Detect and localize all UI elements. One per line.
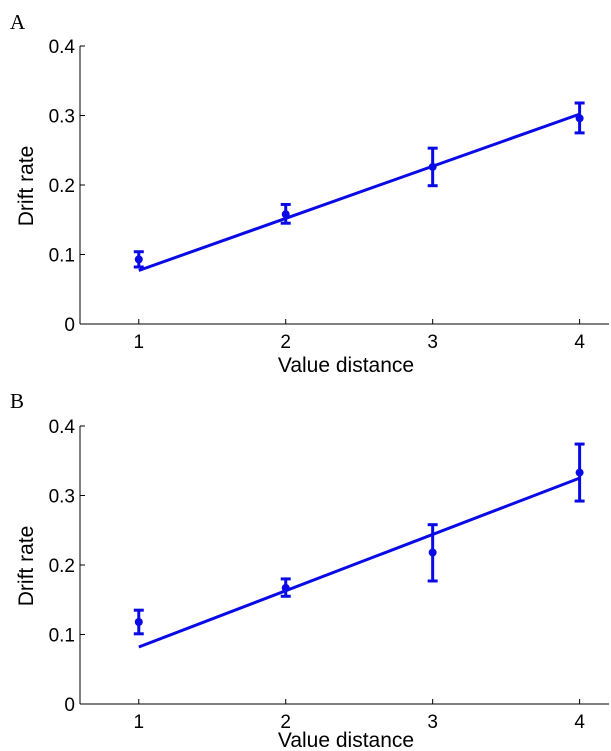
panel-b-y-tick-label-4: 0.4 — [49, 417, 76, 438]
panel-b-data-point-2 — [428, 548, 437, 557]
panel-b-y-tick-label-1: 0.1 — [49, 626, 75, 647]
panel-a-x-tick-label-3: 4 — [574, 332, 585, 353]
panel-a-x-tick-label-2: 3 — [427, 332, 438, 353]
panel-b-data-point-3 — [575, 468, 584, 477]
panel-b-label: B — [10, 389, 24, 413]
panel-b-x-tick-label-3: 4 — [574, 712, 585, 733]
panel-a-y-tick-label-4: 0.4 — [49, 37, 76, 58]
panel-b-y-tick-label-0: 0 — [64, 695, 75, 716]
panel-a-x-tick-label-0: 1 — [133, 332, 144, 353]
panel-a-data-point-2 — [428, 162, 437, 171]
panel-a-data-point-0 — [134, 255, 143, 264]
panel-a-series — [133, 101, 585, 272]
panel-b-x-tick-label-1: 2 — [280, 712, 291, 733]
panel-b-ticks: 1 2 3 4 0 0.1 0.2 0.3 0.4 — [49, 417, 586, 733]
panel-a-y-tick-label-2: 0.2 — [49, 176, 75, 197]
panel-b-data-point-0 — [134, 617, 143, 626]
panel-b-y-tick-label-3: 0.3 — [49, 487, 75, 508]
panel-a-y-tick-label-0: 0 — [64, 315, 75, 336]
panel-b-x-tick-label-2: 3 — [427, 712, 438, 733]
panel-a-x-tick-label-1: 2 — [280, 332, 291, 353]
panel-a-ticks: 1 2 3 4 0 0.1 0.2 0.3 0.4 — [49, 37, 586, 353]
panel-a-y-tick-label-1: 0.1 — [49, 246, 75, 267]
panel-a-label: A — [10, 10, 26, 34]
panel-b-fit-line — [138, 476, 581, 649]
panel-a: A Value distance Drift rate 1 2 3 4 0 0.1 0.2 0… — [10, 10, 609, 377]
panel-b-data-point-1 — [281, 583, 290, 592]
panel-a-data-point-3 — [575, 114, 584, 123]
panel-a-x-axis-label: Value distance — [278, 354, 414, 377]
panel-b-x-tick-label-0: 1 — [133, 712, 144, 733]
panel-b: B Value distance Drift rate 1 2 3 4 0 0.1 0.2 0… — [10, 389, 609, 751]
panel-b-series — [133, 442, 585, 649]
panel-a-y-tick-label-3: 0.3 — [49, 107, 75, 128]
panel-a-y-axis-label: Drift rate — [15, 146, 38, 227]
panel-b-x-axis-label: Value distance — [278, 729, 414, 751]
panel-b-y-tick-label-2: 0.2 — [49, 556, 75, 577]
panel-b-y-axis-label: Drift rate — [15, 526, 38, 607]
panel-a-fit-line — [138, 112, 581, 272]
panel-a-data-point-1 — [281, 210, 290, 219]
